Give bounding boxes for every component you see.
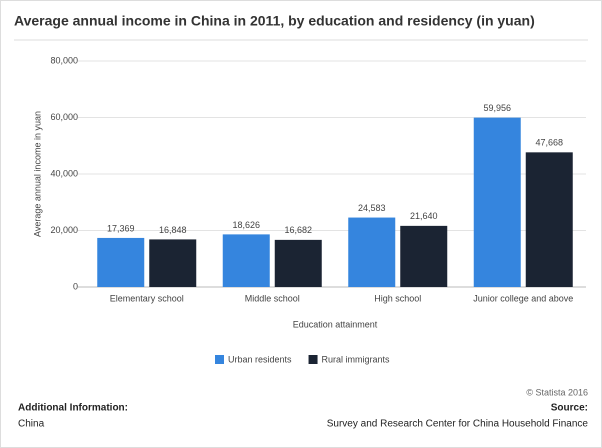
bar [274, 239, 322, 287]
additional-info-label: Additional Information: [18, 403, 128, 414]
bar [149, 239, 197, 287]
bar [473, 117, 521, 287]
value-label: 16,848 [159, 225, 187, 235]
value-label: 59,956 [483, 103, 511, 113]
x-tick-label: Junior college and above [473, 293, 573, 303]
y-tick-label: 0 [73, 281, 78, 291]
value-label: 21,640 [410, 211, 438, 221]
value-label: 16,682 [284, 225, 312, 235]
bar [222, 234, 270, 287]
value-label: 17,369 [107, 223, 135, 233]
bar [348, 217, 396, 287]
value-label: 47,668 [535, 138, 563, 148]
x-tick-label: Elementary school [110, 293, 184, 303]
additional-info: China [18, 419, 45, 430]
source: Survey and Research Center for China Hou… [327, 419, 589, 430]
source-label: Source: [551, 403, 588, 414]
bar [97, 237, 145, 287]
y-tick-label: 40,000 [50, 168, 78, 178]
x-tick-label: High school [374, 293, 421, 303]
y-tick-label: 80,000 [50, 55, 78, 65]
legend-swatch [308, 355, 318, 364]
y-tick-label: 60,000 [50, 112, 78, 122]
value-label: 18,626 [232, 220, 260, 230]
y-axis-title: Average annual income in yuan [32, 111, 42, 237]
credit: © Statista 2016 [526, 387, 588, 397]
legend-swatch [215, 355, 224, 364]
chart-title: Average annual income in China in 2011, … [14, 13, 535, 29]
x-axis-title: Education attainment [293, 319, 378, 329]
legend-label: Urban residents [228, 354, 292, 364]
bar [400, 225, 448, 287]
bar [525, 152, 573, 287]
y-tick-label: 20,000 [50, 225, 78, 235]
value-label: 24,583 [358, 203, 386, 213]
legend-label: Rural immigrants [322, 354, 391, 364]
x-tick-label: Middle school [245, 293, 300, 303]
